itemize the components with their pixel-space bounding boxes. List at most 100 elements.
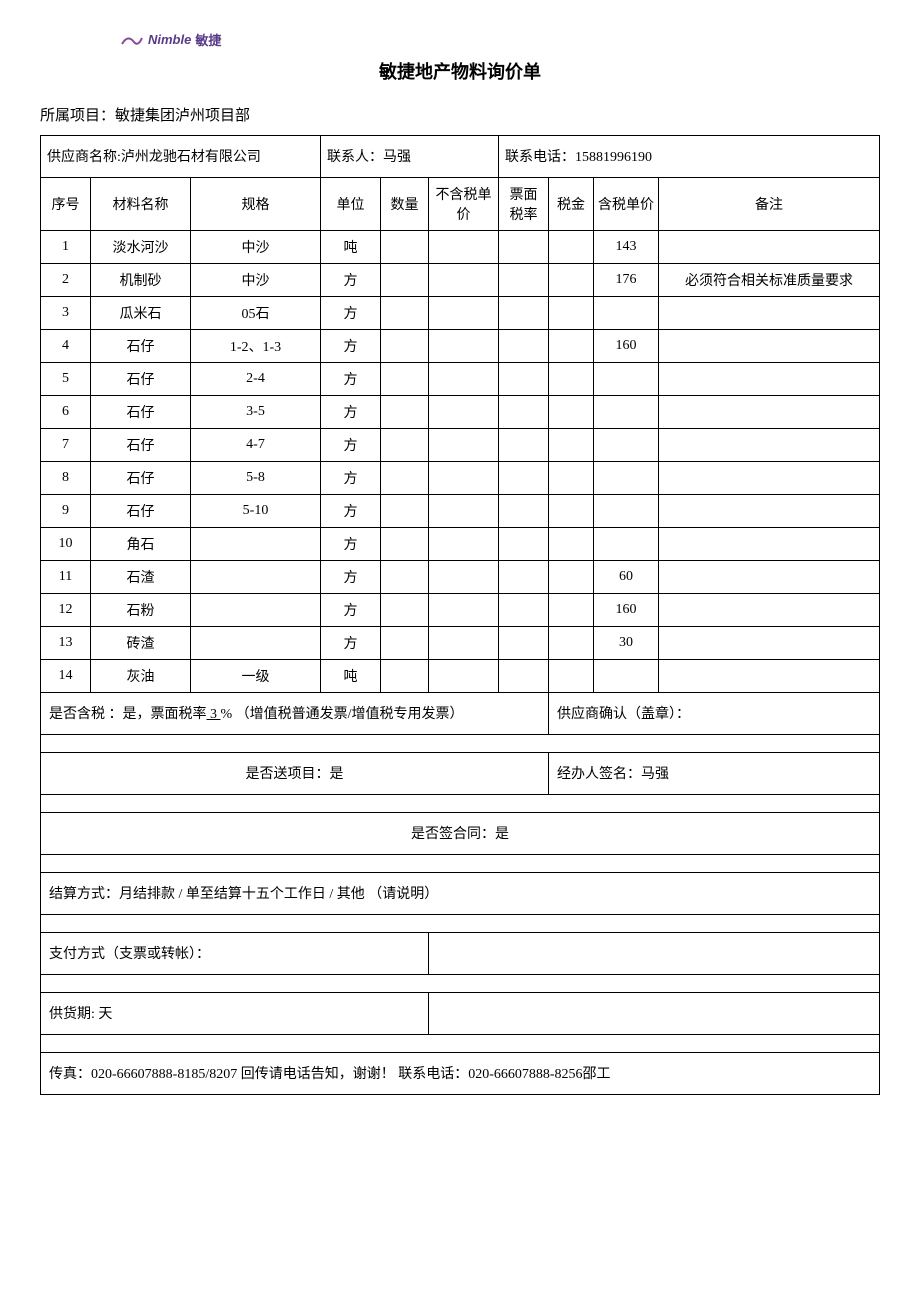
delivery: 是否送项目：是 [41, 752, 549, 794]
cell-qty [381, 296, 429, 329]
spacer [41, 794, 880, 812]
cell-tax [549, 626, 594, 659]
logo-text-en: Nimble [148, 32, 191, 47]
cell-tax [549, 461, 594, 494]
cell-notax [429, 230, 499, 263]
cell-unit: 方 [321, 362, 381, 395]
cell-unit: 方 [321, 494, 381, 527]
cell-incl [594, 296, 659, 329]
col-rate: 票面税率 [499, 177, 549, 230]
cell-seq: 4 [41, 329, 91, 362]
cell-seq: 1 [41, 230, 91, 263]
cell-notax [429, 263, 499, 296]
table-row: 1淡水河沙中沙吨143 [41, 230, 880, 263]
signer: 经办人签名：马强 [549, 752, 880, 794]
cell-name: 石仔 [91, 329, 191, 362]
cell-qty [381, 560, 429, 593]
supplier-header-row: 供应商名称:泸州龙驰石材有限公司 联系人：马强 联系电话：15881996190 [41, 135, 880, 177]
cell-remark [659, 428, 880, 461]
cell-spec: 5-8 [191, 461, 321, 494]
cell-tax [549, 593, 594, 626]
cell-tax [549, 494, 594, 527]
leadtime-row: 供货期: 天 [41, 992, 880, 1034]
cell-spec: 4-7 [191, 428, 321, 461]
logo-area: Nimble 敏捷 [120, 30, 880, 53]
cell-seq: 11 [41, 560, 91, 593]
cell-tax [549, 428, 594, 461]
table-row: 9石仔5-10方 [41, 494, 880, 527]
cell-unit: 方 [321, 395, 381, 428]
quotation-table: 供应商名称:泸州龙驰石材有限公司 联系人：马强 联系电话：15881996190… [40, 135, 880, 1095]
cell-remark [659, 527, 880, 560]
fax-line: 传真：020-66607888-8185/8207 回传请电话告知，谢谢！ 联系… [41, 1052, 880, 1094]
cell-remark [659, 461, 880, 494]
cell-notax [429, 395, 499, 428]
cell-rate [499, 230, 549, 263]
col-notax: 不含税单价 [429, 177, 499, 230]
cell-remark [659, 329, 880, 362]
cell-incl [594, 395, 659, 428]
cell-notax [429, 428, 499, 461]
table-row: 6石仔3-5方 [41, 395, 880, 428]
tax-confirm-row: 是否含税 ：是，票面税率 3 % （增值税普通发票/增值税专用发票） 供应商确认… [41, 692, 880, 734]
cell-qty [381, 461, 429, 494]
cell-incl: 60 [594, 560, 659, 593]
cell-rate [499, 560, 549, 593]
cell-notax [429, 329, 499, 362]
cell-notax [429, 626, 499, 659]
supplier-name: 供应商名称:泸州龙驰石材有限公司 [41, 135, 321, 177]
table-row: 8石仔5-8方 [41, 461, 880, 494]
tax-incl-suffix: % （增值税普通发票/增值税专用发票） [221, 707, 464, 722]
cell-spec: 5-10 [191, 494, 321, 527]
cell-rate [499, 428, 549, 461]
cell-notax [429, 593, 499, 626]
cell-remark [659, 395, 880, 428]
cell-tax [549, 560, 594, 593]
logo-swoosh-icon [120, 32, 144, 48]
cell-notax [429, 296, 499, 329]
cell-incl [594, 362, 659, 395]
cell-qty [381, 428, 429, 461]
cell-rate [499, 593, 549, 626]
cell-rate [499, 329, 549, 362]
cell-incl: 176 [594, 263, 659, 296]
cell-qty [381, 329, 429, 362]
tax-rate: 3 [207, 707, 221, 722]
contract: 是否签合同：是 [41, 812, 880, 854]
cell-incl [594, 494, 659, 527]
cell-notax [429, 659, 499, 692]
settlement: 结算方式：月结排款 / 单至结算十五个工作日 / 其他 （请说明） [41, 872, 880, 914]
col-unit: 单位 [321, 177, 381, 230]
cell-remark [659, 593, 880, 626]
cell-qty [381, 593, 429, 626]
cell-tax [549, 362, 594, 395]
cell-name: 机制砂 [91, 263, 191, 296]
cell-qty [381, 362, 429, 395]
cell-remark [659, 626, 880, 659]
table-row: 14灰油一级吨 [41, 659, 880, 692]
cell-remark [659, 362, 880, 395]
project-line: 所属项目：敏捷集团泸州项目部 [40, 104, 880, 125]
supplier-contact: 联系人：马强 [321, 135, 499, 177]
cell-notax [429, 494, 499, 527]
cell-seq: 14 [41, 659, 91, 692]
cell-incl: 143 [594, 230, 659, 263]
cell-unit: 方 [321, 461, 381, 494]
supplier-phone: 联系电话：15881996190 [499, 135, 880, 177]
page-title: 敏捷地产物料询价单 [40, 58, 880, 84]
cell-rate [499, 494, 549, 527]
cell-tax [549, 230, 594, 263]
cell-rate [499, 659, 549, 692]
cell-spec [191, 560, 321, 593]
cell-tax [549, 659, 594, 692]
lead-time-blank [429, 992, 880, 1034]
spacer [41, 914, 880, 932]
col-qty: 数量 [381, 177, 429, 230]
cell-unit: 方 [321, 329, 381, 362]
cell-rate [499, 395, 549, 428]
cell-seq: 3 [41, 296, 91, 329]
cell-seq: 12 [41, 593, 91, 626]
cell-spec: 一级 [191, 659, 321, 692]
col-spec: 规格 [191, 177, 321, 230]
delivery-row: 是否送项目：是 经办人签名：马强 [41, 752, 880, 794]
